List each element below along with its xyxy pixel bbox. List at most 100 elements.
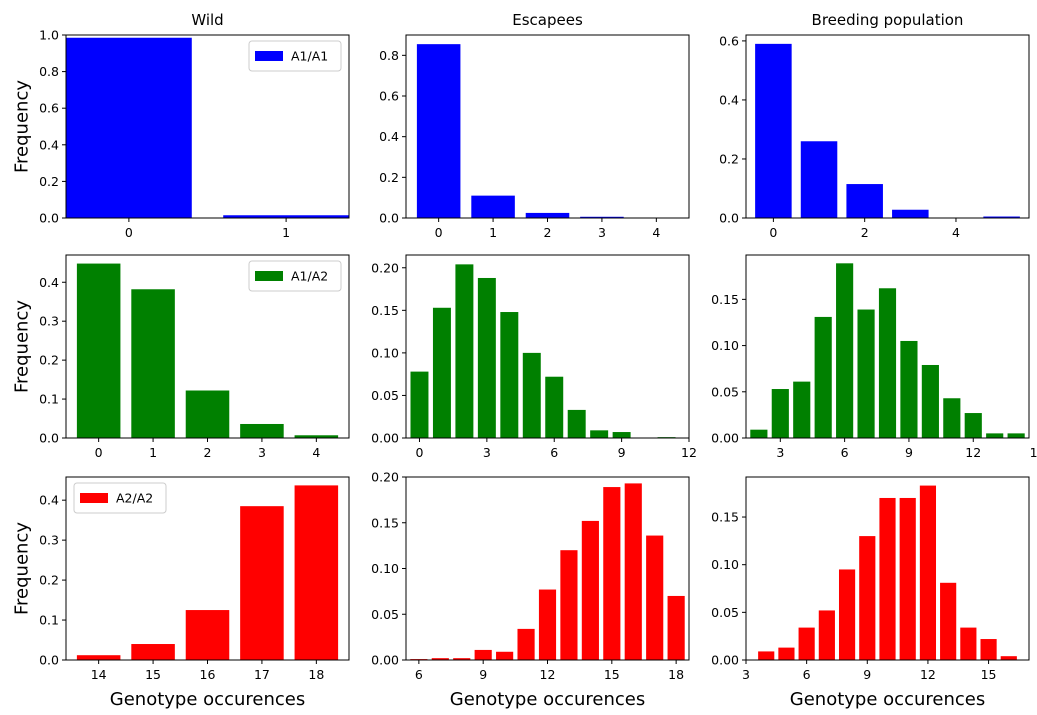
x-tick-label: 15	[981, 667, 997, 682]
bar	[185, 610, 230, 660]
bar	[983, 216, 1020, 218]
legend: A1/A2	[248, 260, 342, 292]
axes-frame	[65, 34, 350, 219]
axes-frame	[745, 476, 1030, 661]
legend-label: A2/A2	[116, 491, 153, 506]
bar	[846, 184, 883, 218]
x-tick-label: 0	[769, 225, 777, 240]
bar	[581, 520, 599, 660]
y-axis-label: Frequency	[12, 80, 33, 173]
bar	[771, 389, 789, 438]
bar	[560, 550, 578, 660]
y-tick-label: 0.2	[719, 151, 739, 166]
bar	[980, 639, 997, 660]
y-tick-label: 0.15	[371, 303, 399, 318]
x-tick-label: 1	[282, 225, 290, 240]
bar	[646, 535, 664, 660]
bar	[455, 264, 474, 438]
y-tick-label: 0.2	[379, 170, 399, 185]
bar	[964, 413, 982, 438]
y-tick-label: 0.00	[371, 653, 399, 668]
x-tick-label: 14	[91, 667, 107, 682]
bar	[66, 37, 192, 219]
bar	[838, 569, 856, 660]
x-tick-label: 2	[204, 445, 212, 460]
bar	[294, 435, 339, 438]
x-tick-label: 18	[668, 667, 684, 682]
bar	[538, 589, 557, 660]
x-tick-label: 18	[308, 667, 324, 682]
bar	[76, 655, 121, 660]
bar	[453, 658, 471, 660]
y-tick-label: 0.00	[371, 431, 399, 446]
y-tick-label: 0.0	[39, 653, 59, 668]
bar	[580, 216, 624, 218]
bar	[432, 307, 451, 438]
bar	[1007, 433, 1025, 438]
bar	[921, 364, 939, 438]
y-tick-label: 0.1	[39, 392, 59, 407]
bar	[240, 506, 284, 660]
bar	[879, 497, 896, 660]
x-tick-label: 4	[652, 225, 660, 240]
bar	[818, 610, 835, 660]
x-tick-label: 12	[965, 445, 981, 460]
x-tick-label: 3	[598, 225, 606, 240]
y-tick-label: 0.4	[719, 92, 739, 107]
y-tick-label: 0.05	[711, 605, 739, 620]
panel-2-1: 0 1 2 3 4 0.0 0.1 0.2 0.3 0.4 Frequency A1/A2	[12, 254, 350, 460]
legend-swatch	[255, 271, 283, 281]
axes-frame	[405, 254, 690, 439]
bar	[800, 141, 838, 218]
bar	[76, 263, 121, 438]
x-tick-label: 9	[905, 445, 913, 460]
bar	[758, 651, 775, 660]
y-tick-label: 0.20	[371, 470, 399, 485]
panel-3-3: 3 6 9 12 15 0.00 0.05 0.10 0.15 Genotype occurenc…	[711, 476, 1030, 710]
y-tick-label: 0.15	[371, 515, 399, 530]
x-tick-label: 12	[540, 667, 556, 682]
x-tick-label: 0	[415, 445, 423, 460]
bar	[603, 487, 621, 660]
x-tick-label: 3	[776, 445, 784, 460]
y-tick-label: 0.10	[371, 561, 399, 576]
legend-label: A1/A1	[291, 49, 328, 64]
y-tick-label: 0.3	[39, 533, 59, 548]
y-tick-label: 0.0	[379, 211, 399, 226]
bar	[857, 309, 875, 438]
x-tick-label: 3	[258, 445, 266, 460]
bar	[496, 651, 514, 660]
bar	[612, 432, 631, 438]
bar	[431, 658, 449, 660]
x-tick-label: 12	[681, 445, 697, 460]
y-tick-label: 0.20	[371, 260, 399, 275]
y-tick-label: 0.0	[39, 211, 59, 226]
y-tick-label: 0.6	[39, 101, 59, 116]
y-tick-label: 0.15	[711, 510, 739, 525]
panel-title: Escapees	[512, 11, 583, 29]
x-axis-label: Genotype occurences	[450, 689, 645, 710]
legend-swatch	[80, 493, 108, 503]
y-tick-label: 0.8	[379, 48, 399, 63]
y-tick-label: 1.0	[39, 28, 59, 43]
y-tick-label: 0.8	[39, 64, 59, 79]
bar	[919, 485, 937, 660]
bar	[410, 371, 429, 438]
bar	[667, 595, 685, 660]
y-tick-label: 0.00	[711, 431, 739, 446]
x-tick-label: 0	[95, 445, 103, 460]
bar	[940, 582, 957, 660]
y-tick-label: 0.05	[711, 384, 739, 399]
bar	[986, 433, 1004, 438]
bar	[750, 429, 768, 438]
x-tick-label: 9	[618, 445, 626, 460]
y-tick-label: 0.4	[39, 493, 59, 508]
y-tick-label: 0.10	[711, 338, 739, 353]
x-tick-label: 9	[863, 667, 871, 682]
y-tick-label: 0.2	[39, 174, 59, 189]
y-tick-label: 0.15	[711, 292, 739, 307]
x-tick-label: 0	[435, 225, 443, 240]
x-axis-label: Genotype occurences	[790, 689, 985, 710]
y-tick-label: 0.4	[379, 129, 399, 144]
